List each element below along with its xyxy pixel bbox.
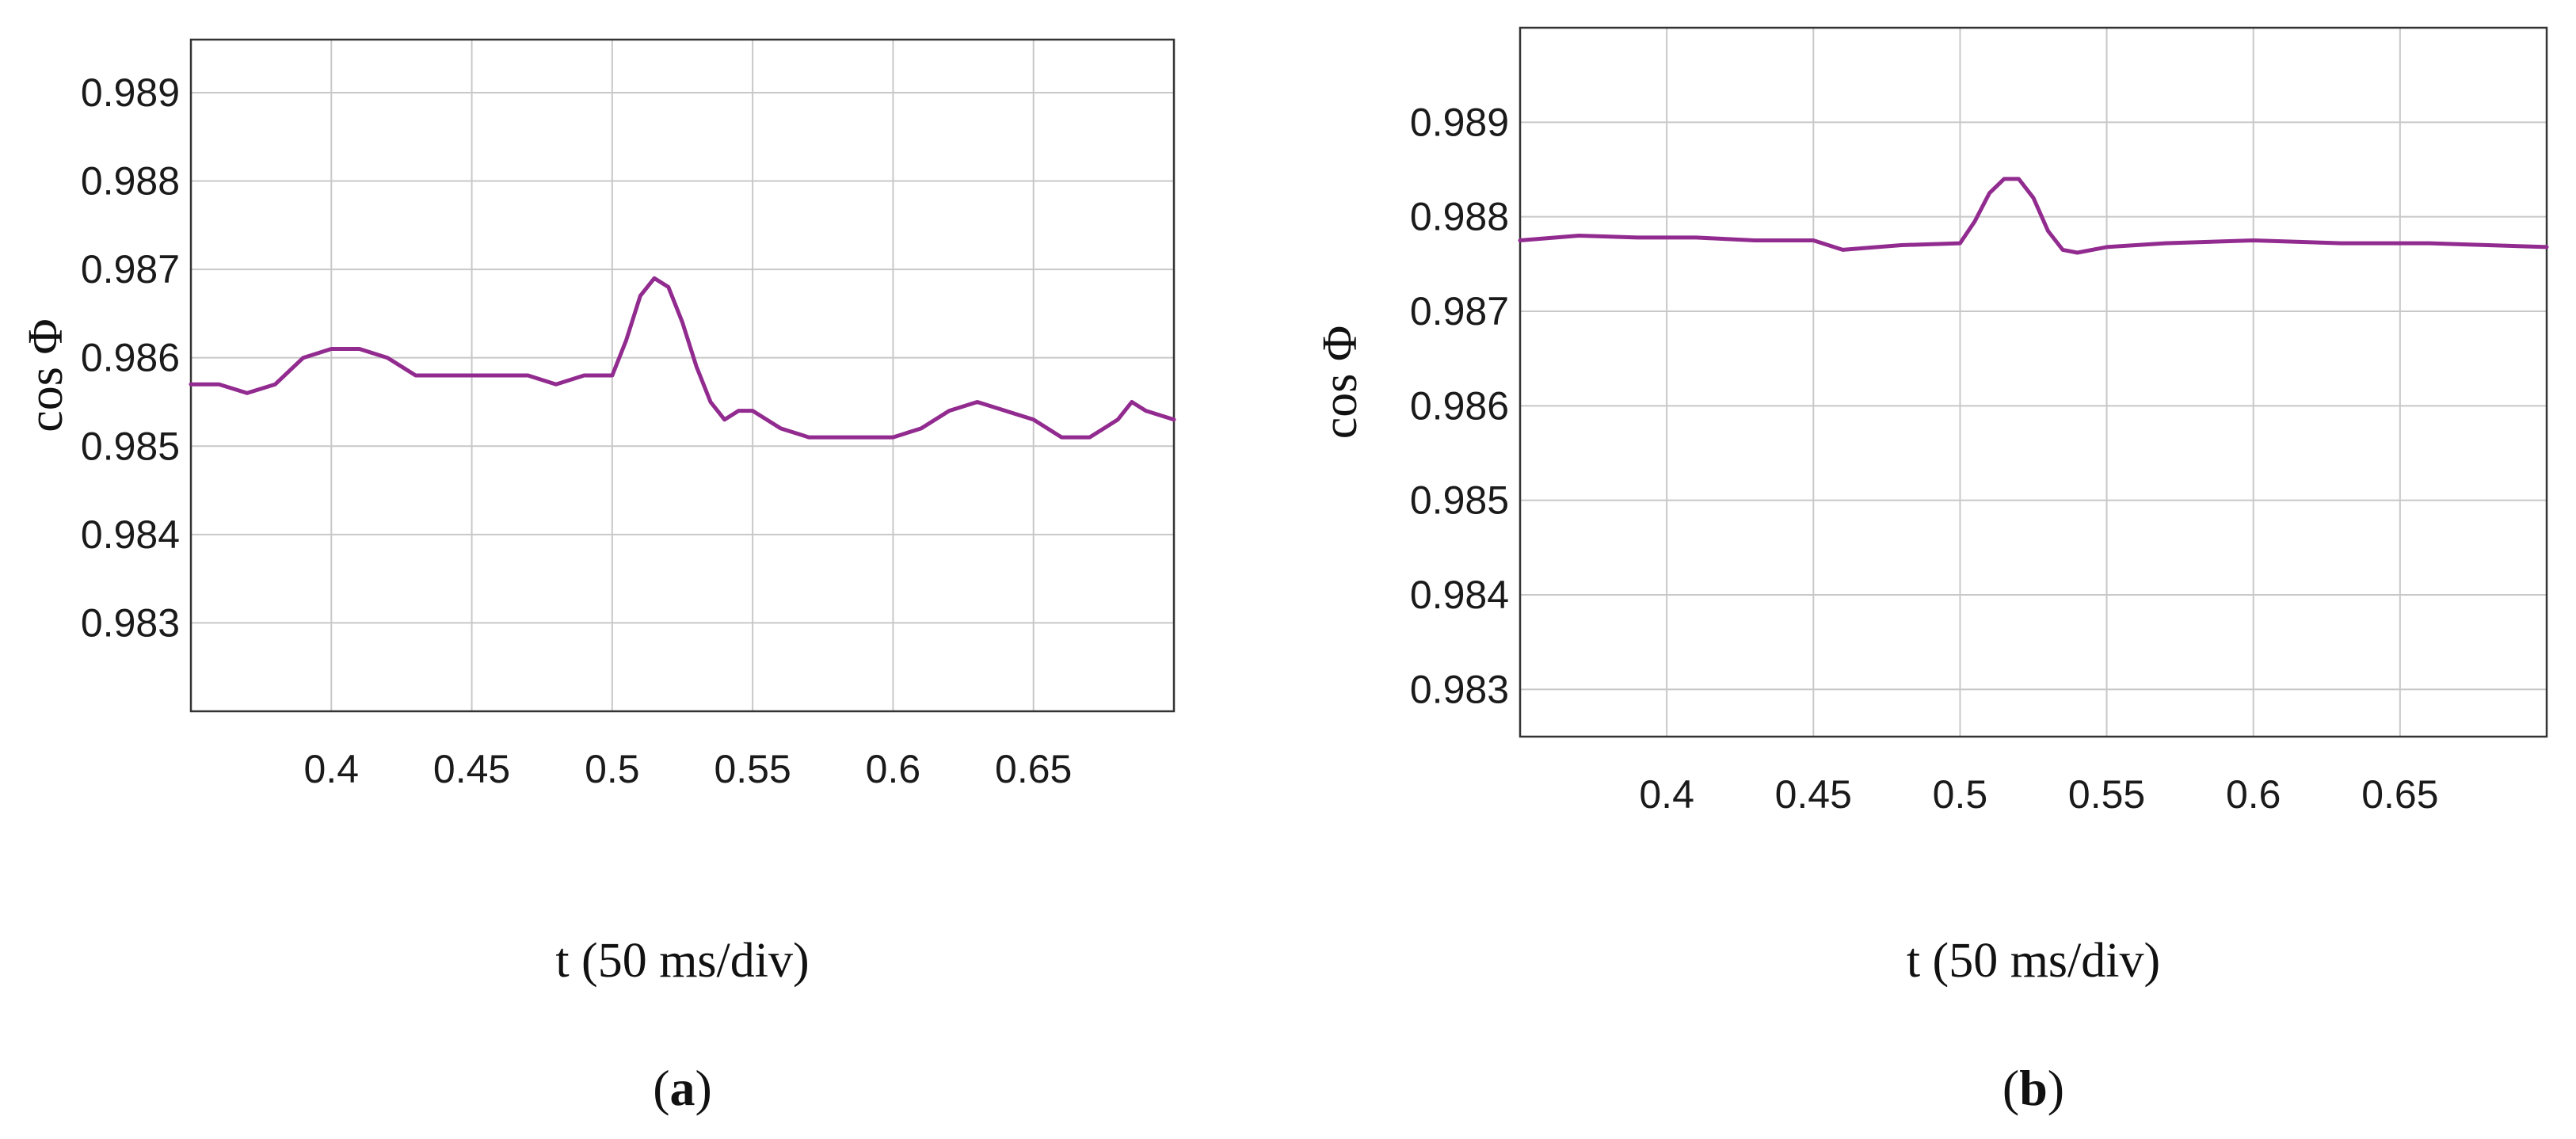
- x-tick-label: 0.4: [1639, 772, 1694, 817]
- x-tick-label: 0.45: [1775, 772, 1852, 817]
- panel-letter-b: b: [2019, 1060, 2048, 1116]
- plot-frame-a: [189, 38, 1176, 713]
- x-tick-label: 0.6: [866, 747, 921, 791]
- plot-frame-b: [1519, 26, 2548, 738]
- y-tick-label: 0.986: [81, 336, 180, 380]
- y-tick-label: 0.983: [81, 600, 180, 645]
- y-tick-label: 0.989: [1410, 100, 1509, 144]
- y-tick-label: 0.988: [81, 159, 180, 204]
- x-tick-label: 0.65: [2361, 772, 2438, 817]
- x-tick-label: 0.5: [585, 747, 640, 791]
- series-line-b: [1518, 177, 2549, 255]
- y-axis-label-b: cos Φ: [1313, 326, 1367, 439]
- y-ticks-b: 0.983 0.984 0.985 0.986 0.987 0.988 0.989: [1410, 100, 1509, 711]
- x-tick-label: 0.65: [995, 747, 1072, 791]
- panel-label-a: (a): [653, 1060, 712, 1116]
- x-tick-label: 0.6: [2226, 772, 2281, 817]
- y-tick-label: 0.984: [81, 512, 180, 557]
- x-ticks-b: 0.4 0.45 0.5 0.55 0.6 0.65: [1639, 772, 2438, 817]
- series-line-a: [189, 276, 1176, 440]
- gridlines-a: [191, 40, 1174, 711]
- y-ticks-a: 0.983 0.984 0.985 0.986 0.987 0.988 0.989: [81, 70, 180, 645]
- x-tick-label: 0.5: [1933, 772, 1988, 817]
- x-tick-label: 0.55: [2068, 772, 2145, 817]
- y-tick-label: 0.988: [1410, 195, 1509, 239]
- y-tick-label: 0.987: [81, 247, 180, 291]
- y-tick-label: 0.983: [1410, 667, 1509, 711]
- y-tick-label: 0.985: [81, 424, 180, 468]
- y-tick-label: 0.989: [81, 70, 180, 115]
- y-tick-label: 0.984: [1410, 573, 1509, 617]
- panel-label-b: (b): [2002, 1060, 2064, 1116]
- x-tick-label: 0.45: [433, 747, 510, 791]
- gridlines-b: [1520, 28, 2547, 737]
- x-ticks-a: 0.4 0.45 0.5 0.55 0.6 0.65: [304, 747, 1073, 791]
- y-tick-label: 0.987: [1410, 289, 1509, 333]
- y-tick-label: 0.985: [1410, 478, 1509, 523]
- x-axis-label-a: t (50 ms/div): [555, 934, 809, 988]
- panel-letter-a: a: [670, 1060, 695, 1116]
- x-tick-label: 0.55: [714, 747, 791, 791]
- y-axis-label-a: cos Φ: [19, 318, 73, 432]
- x-tick-label: 0.4: [304, 747, 360, 791]
- x-axis-label-b: t (50 ms/div): [1907, 934, 2160, 988]
- y-tick-label: 0.986: [1410, 383, 1509, 428]
